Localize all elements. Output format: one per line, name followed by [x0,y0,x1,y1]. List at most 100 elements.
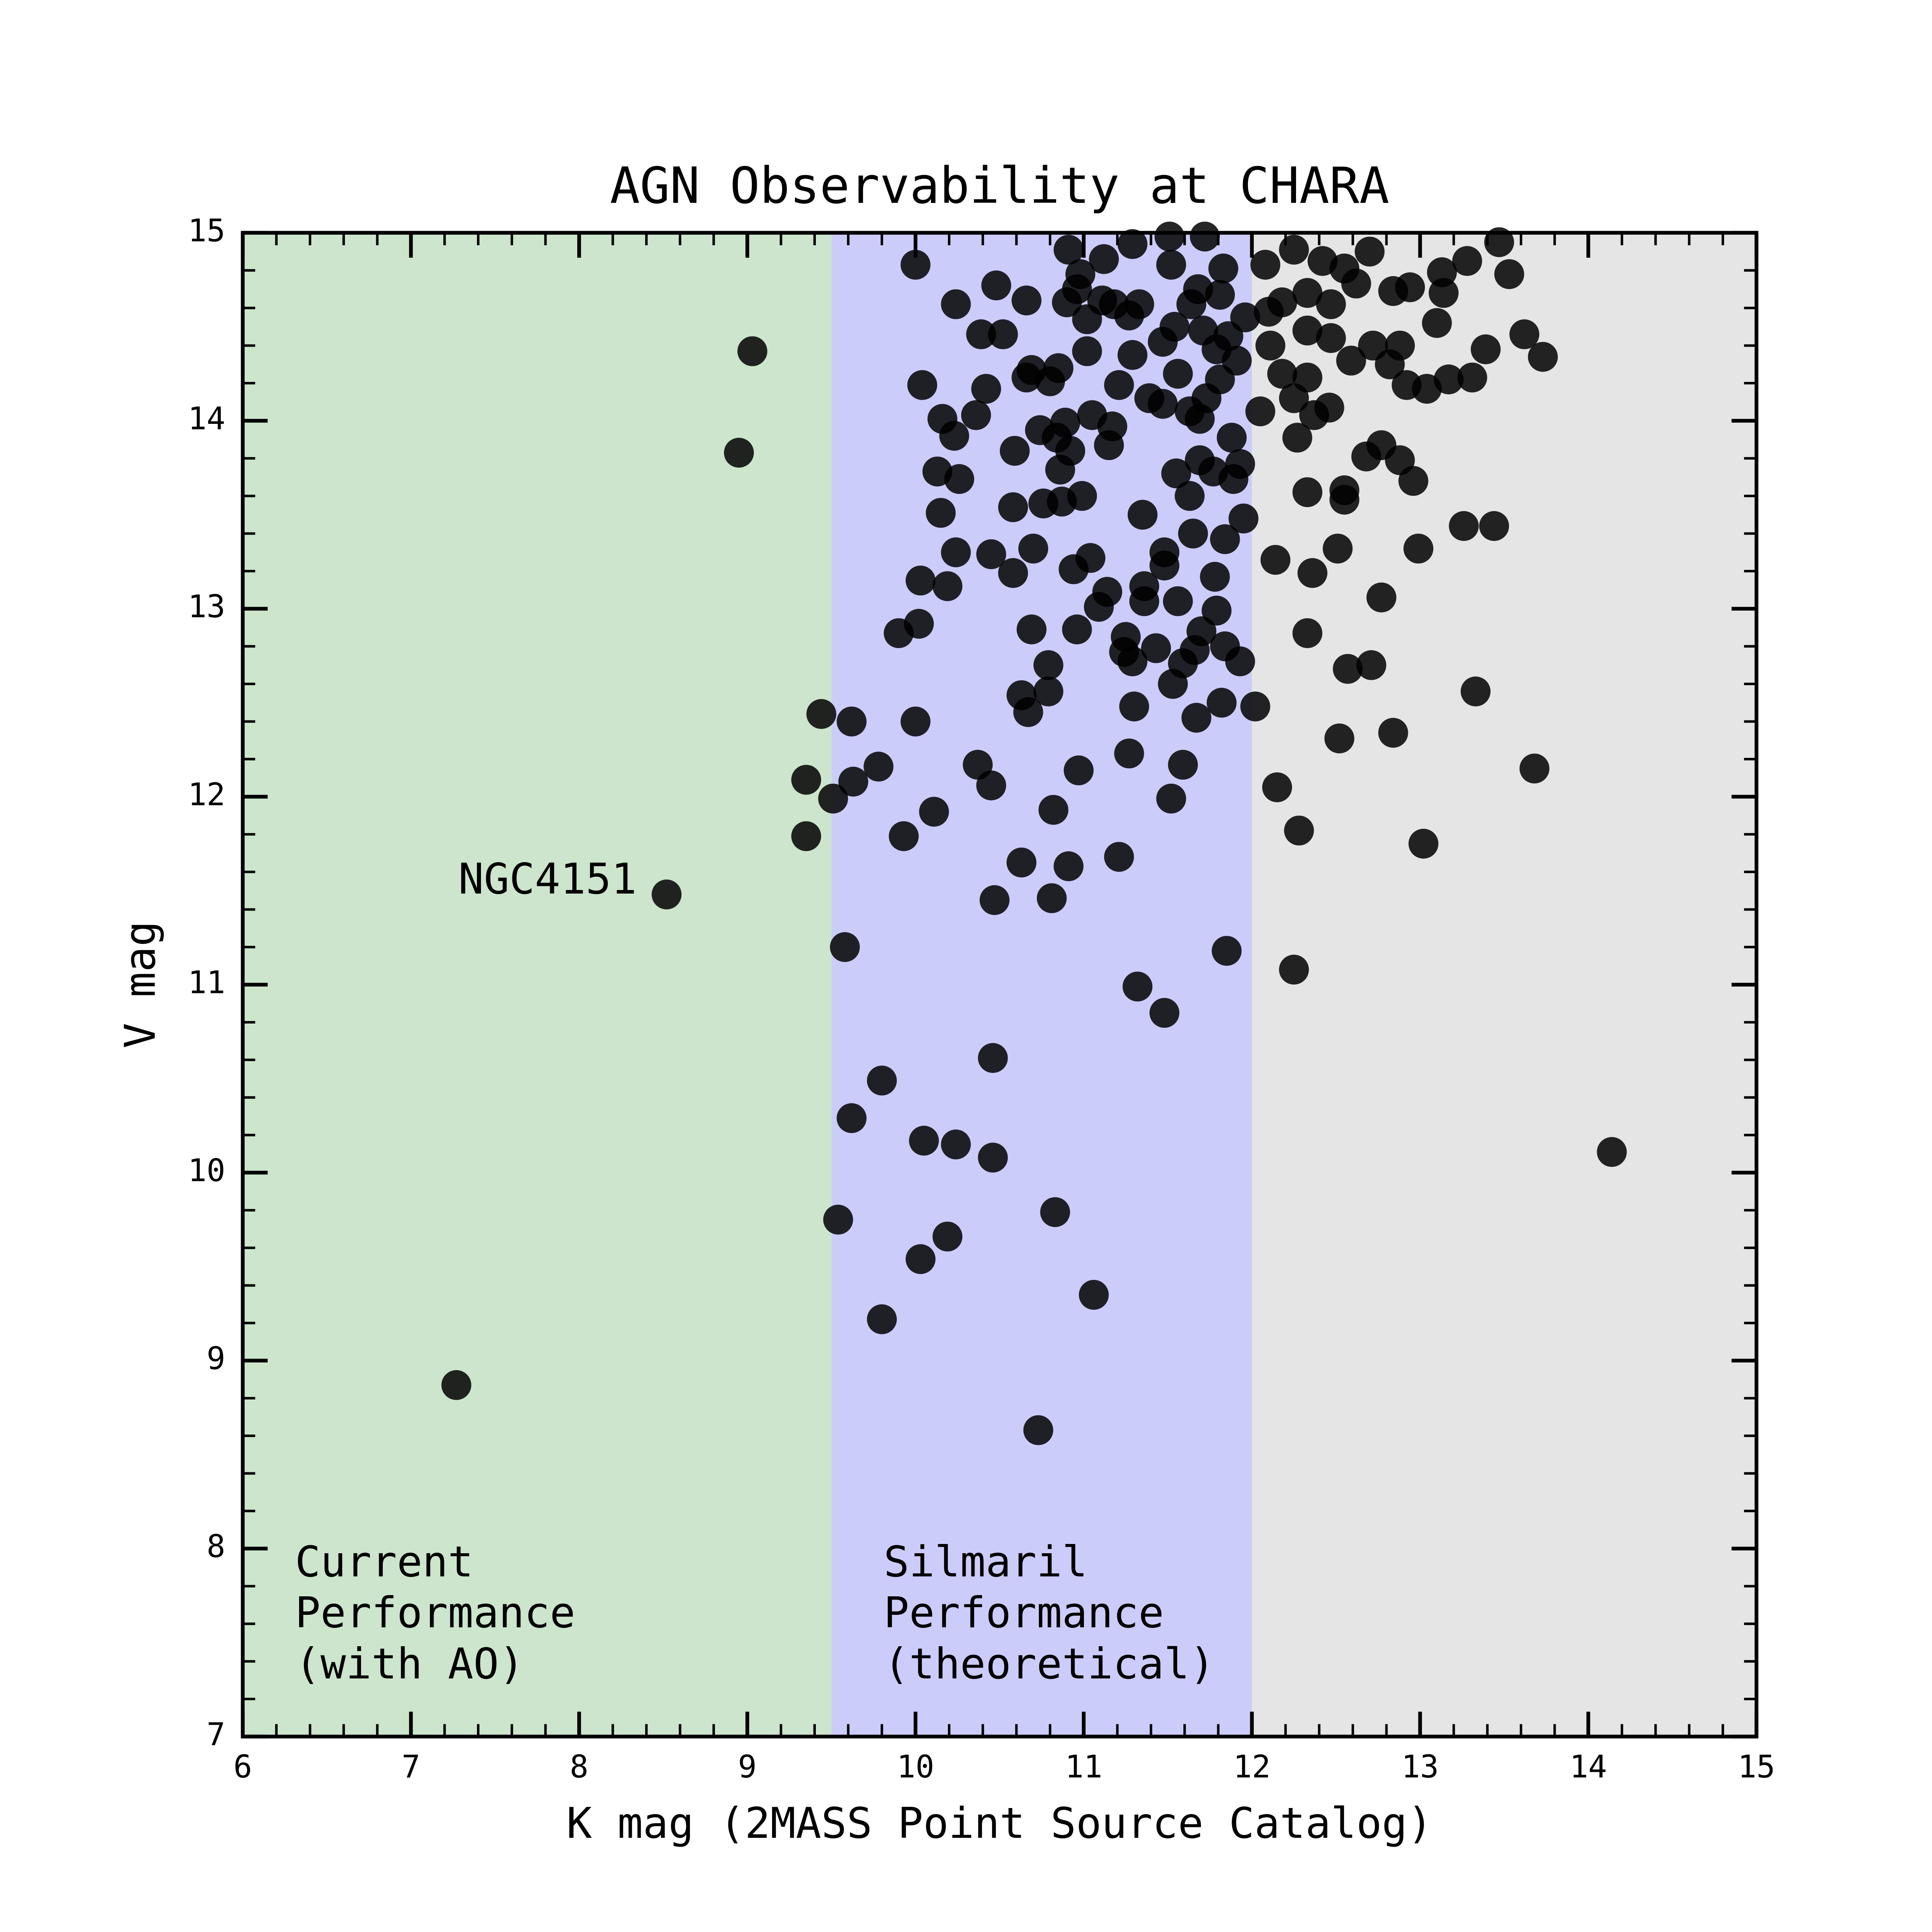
data-point [932,571,963,601]
data-point [979,885,1010,915]
data-point [1190,221,1220,252]
data-point [998,558,1028,588]
data-point [1117,229,1148,259]
data-point [1163,586,1193,616]
data-point [818,783,848,814]
data-point [1149,998,1180,1028]
data-point [1079,1280,1109,1310]
data-point [1072,336,1102,366]
data-point [1208,253,1238,284]
data-point [1408,829,1439,859]
data-point [1292,477,1323,507]
data-point [1333,654,1363,684]
x-tick-label: 7 [402,1749,421,1785]
data-point [836,706,867,737]
data-point [1161,458,1191,489]
data-point [900,250,931,280]
data-point [1000,436,1030,466]
region [243,233,832,1737]
y-tick-label: 14 [188,400,225,437]
data-point [1240,691,1270,722]
data-point [1205,280,1235,310]
data-point [976,770,1006,801]
data-point [1053,851,1084,881]
y-axis-label: V mag [115,921,165,1048]
data-point [1104,370,1134,400]
data-point [1119,691,1149,722]
data-point [1104,842,1134,872]
data-point [1042,423,1072,453]
data-point [1279,383,1309,413]
data-point [1282,423,1313,453]
data-point [988,319,1018,349]
data-point [1062,614,1092,644]
data-point [1149,550,1180,581]
y-tick-label: 11 [188,964,225,1001]
data-point [889,821,919,851]
data-point [1217,423,1247,453]
data-point [1225,646,1255,677]
data-point [1284,815,1314,846]
data-point [1341,268,1371,299]
data-point [1292,618,1323,648]
data-point [1528,342,1558,372]
data-point [791,765,822,795]
data-point [1156,783,1186,814]
data-point [1354,236,1385,267]
data-point [941,1129,971,1160]
data-point [1174,481,1205,511]
data-point [823,1205,853,1235]
data-point [1006,847,1036,877]
data-point [1110,622,1141,652]
data-point [441,1370,471,1400]
data-point [1188,316,1218,346]
data-point [1123,971,1153,1002]
data-point [1200,561,1230,592]
data-point [919,797,949,827]
y-tick-label: 12 [188,776,225,813]
data-point [883,618,914,648]
data-point [1038,795,1069,825]
data-point [1314,392,1344,423]
data-point [971,374,1001,404]
data-point [1063,755,1094,786]
data-point [1316,289,1346,319]
data-point [1156,250,1186,280]
data-point [1452,246,1482,276]
data-point [737,336,768,366]
data-point [1471,334,1501,365]
data-point [1013,697,1043,727]
data-point [836,1103,867,1133]
region-label: Current [295,1537,473,1586]
data-point [1324,723,1354,753]
data-point [1255,330,1286,361]
data-point [1092,577,1123,607]
data-point [1141,633,1171,663]
region-label: (with AO) [295,1639,524,1688]
data-point [1422,308,1452,338]
data-point [1018,533,1049,564]
data-point [966,319,996,349]
data-point [1228,504,1259,534]
data-point [1065,259,1096,289]
data-point [1201,595,1232,626]
data-point [976,539,1006,570]
data-point [1316,323,1346,353]
data-point [1210,524,1240,554]
data-point [1148,389,1178,419]
region-label: Performance [295,1588,575,1637]
data-point [900,706,931,737]
x-tick-label: 9 [738,1749,757,1785]
data-point [867,1304,897,1334]
data-point [1114,738,1144,769]
x-tick-label: 14 [1570,1749,1607,1785]
data-point [1117,646,1148,677]
data-point [1449,511,1479,541]
data-point [978,1043,1008,1073]
data-point [1127,500,1158,530]
data-point [1047,487,1077,517]
data-point [1479,511,1509,541]
x-tick-label: 11 [1065,1749,1102,1785]
data-point [1356,650,1387,680]
